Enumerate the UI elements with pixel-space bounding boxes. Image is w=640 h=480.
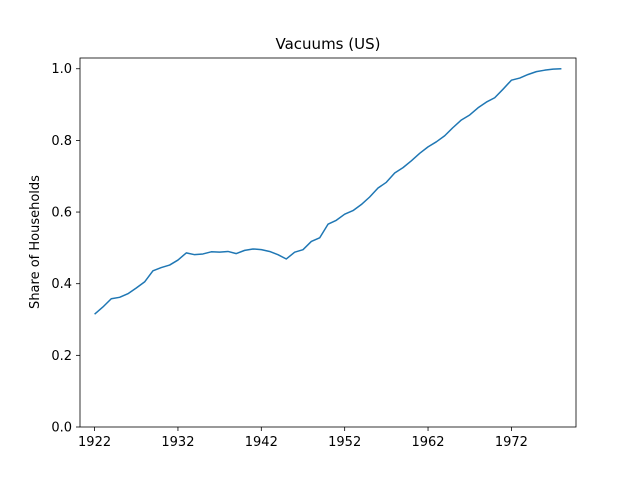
x-tick-label: 1972 xyxy=(495,435,528,450)
x-axis: 1922 1932 1942 1952 1962 1972 xyxy=(78,427,528,450)
x-tick-label: 1962 xyxy=(411,435,444,450)
y-axis-label: Share of Households xyxy=(28,175,43,309)
x-tick-label: 1942 xyxy=(245,435,278,450)
y-tick-label: 0.6 xyxy=(51,206,72,221)
chart-title: Vacuums (US) xyxy=(276,35,381,53)
series-line-0 xyxy=(94,68,562,315)
x-tick-label: 1932 xyxy=(161,435,194,450)
x-tick-label: 1952 xyxy=(328,435,361,450)
plot-area xyxy=(79,57,577,428)
y-tick-label: 0.8 xyxy=(51,134,72,149)
y-tick-label: 0.4 xyxy=(51,277,72,292)
plot-frame xyxy=(79,57,577,428)
y-tick-label: 1.0 xyxy=(51,62,72,77)
x-tick-label: 1922 xyxy=(78,435,111,450)
y-tick-label: 0.0 xyxy=(51,421,72,436)
y-axis: 0.0 0.2 0.4 0.6 0.8 1.0 xyxy=(51,62,80,436)
y-tick-label: 0.2 xyxy=(51,349,72,364)
